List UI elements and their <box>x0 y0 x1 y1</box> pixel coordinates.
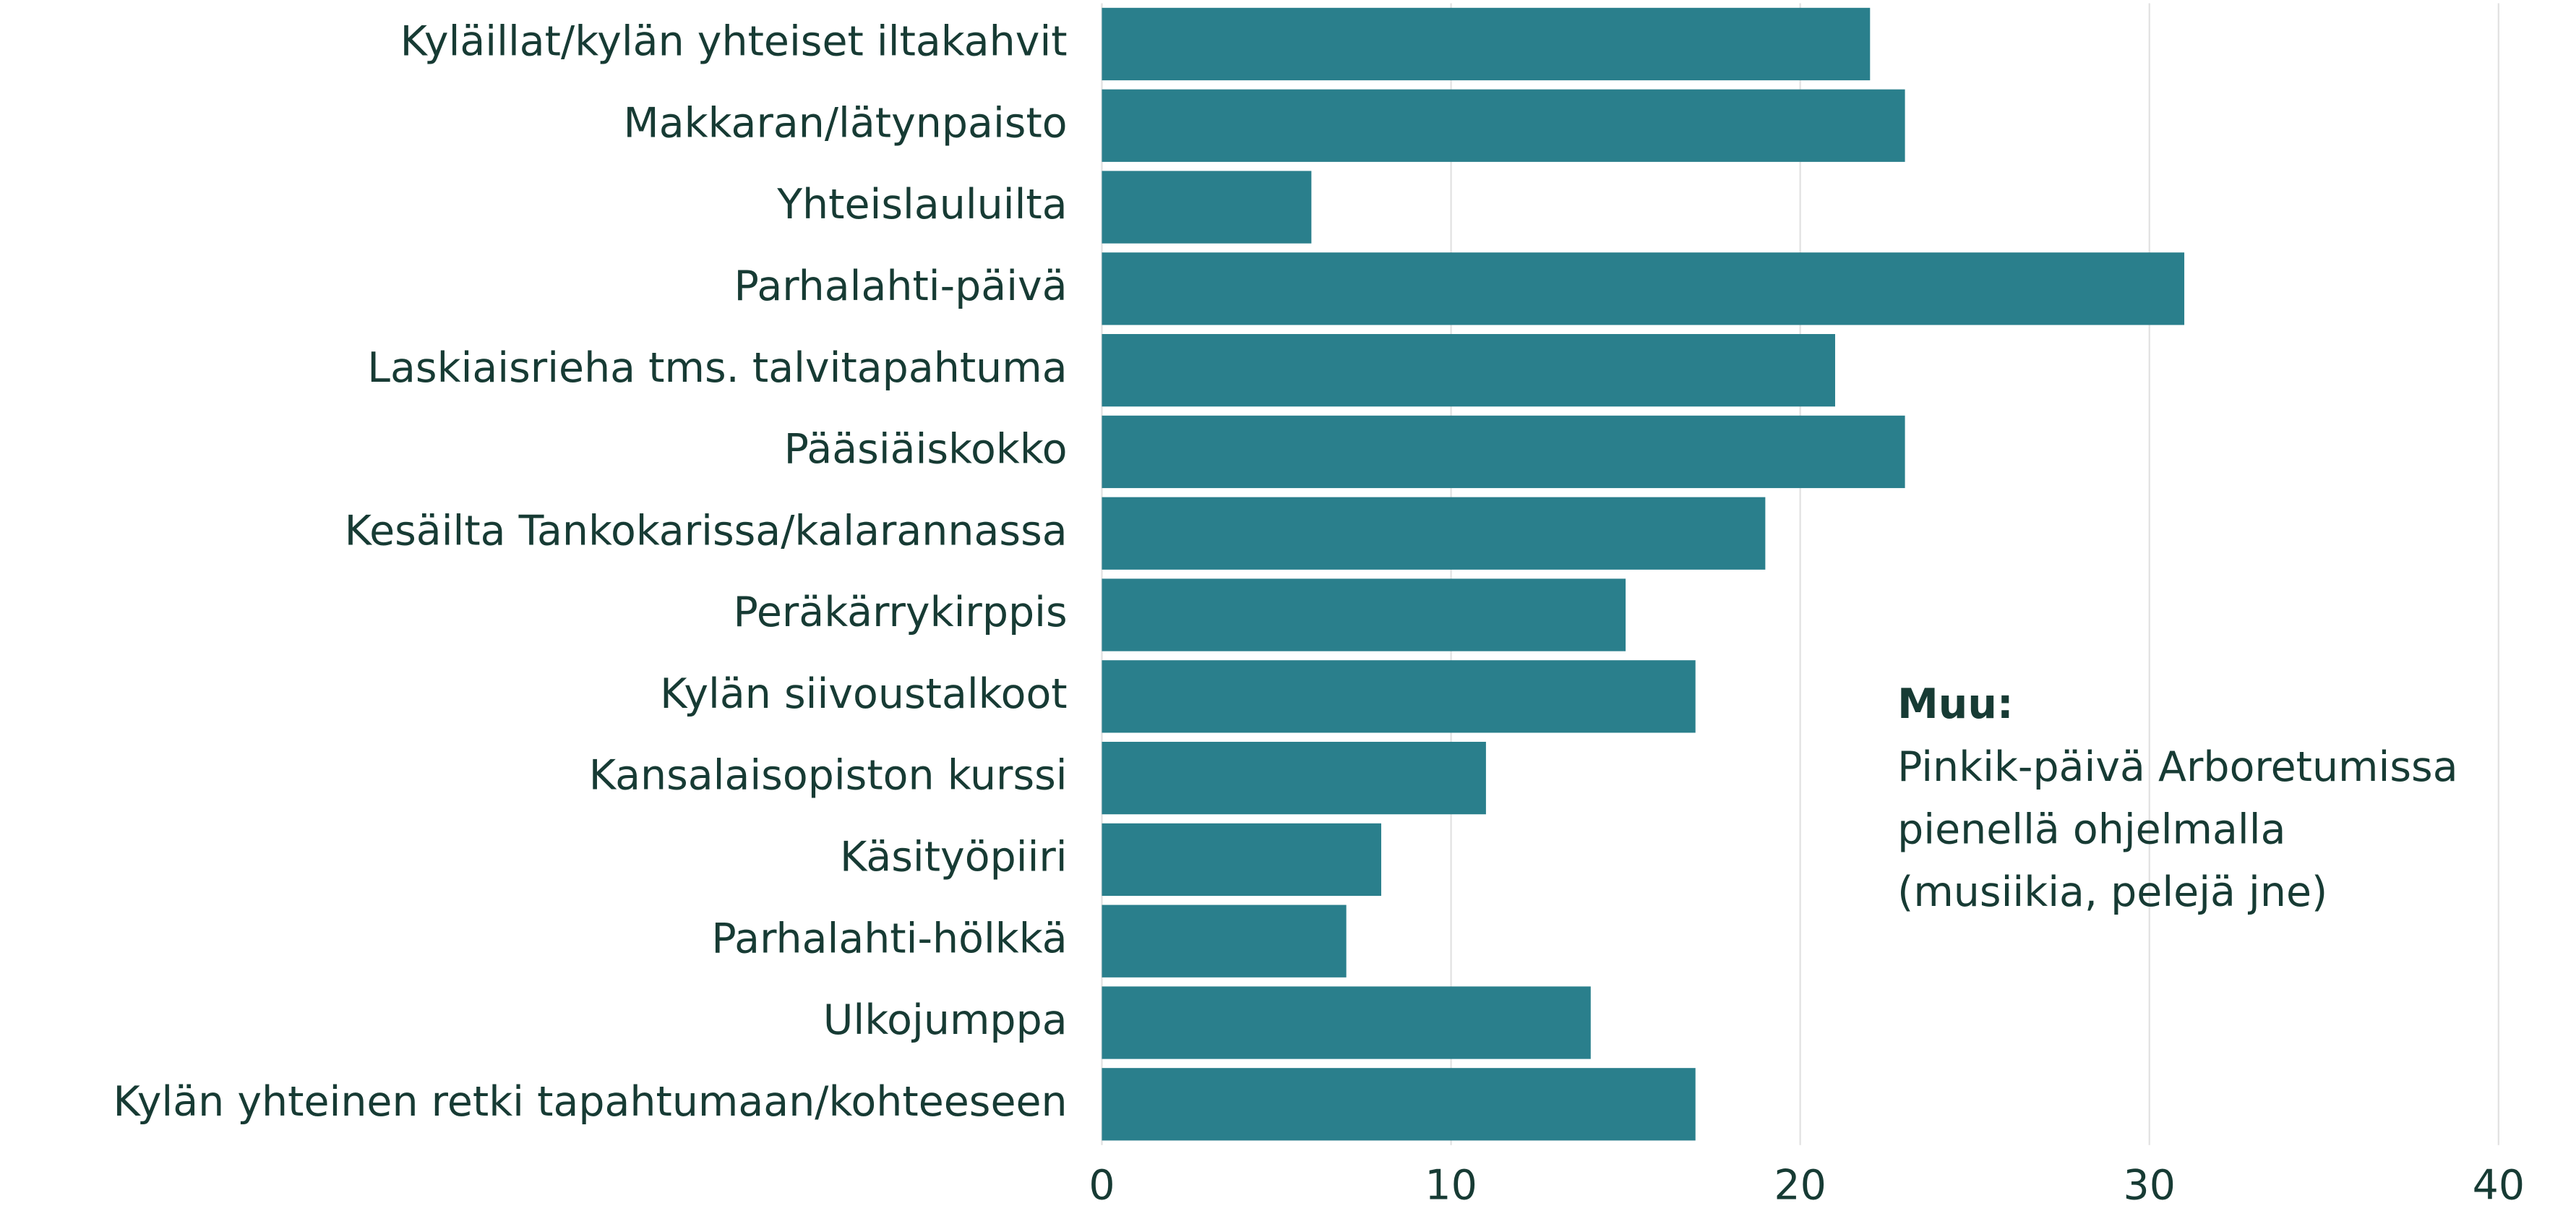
bar <box>1102 415 1905 489</box>
y-tick-label: Kesäilta Tankokarissa/kalarannassa <box>345 507 1068 555</box>
bar <box>1102 497 1766 570</box>
annotation-line: (musiikia, pelejä jne) <box>1897 868 2327 916</box>
y-tick-label: Laskiaisrieha tms. talvitapahtuma <box>367 344 1067 392</box>
bar <box>1102 660 1696 733</box>
bar <box>1102 334 1835 407</box>
bar <box>1102 986 1591 1059</box>
annotation-title: Muu: <box>1897 680 2014 728</box>
annotation-line: pienellä ohjelmalla <box>1897 805 2285 853</box>
bar <box>1102 171 1312 244</box>
x-tick-label: 20 <box>1774 1162 1826 1206</box>
y-tick-label: Makkaran/lätynpaisto <box>624 99 1068 147</box>
x-tick-label: 30 <box>2124 1162 2176 1206</box>
y-tick-label: Yhteislauluilta <box>776 181 1067 228</box>
x-tick-label: 40 <box>2473 1162 2525 1206</box>
y-tick-label: Pääsiäiskokko <box>784 426 1068 474</box>
y-tick-label: Kylän yhteinen retki tapahtumaan/kohtees… <box>113 1078 1068 1126</box>
y-tick-label: Peräkärrykirppis <box>734 589 1068 636</box>
annotation-line: Pinkik-päivä Arboretumissa <box>1897 743 2458 791</box>
bar <box>1102 578 1626 651</box>
x-tick-label: 10 <box>1425 1162 1477 1206</box>
y-tick-label: Parhalahti-päivä <box>734 262 1068 310</box>
bar <box>1102 823 1381 897</box>
bar <box>1102 7 1871 81</box>
bar <box>1102 741 1486 815</box>
x-tick-label: 0 <box>1089 1162 1115 1206</box>
y-tick-label: Kyläillat/kylän yhteiset iltakahvit <box>400 18 1068 66</box>
y-tick-label: Kansalaisopiston kurssi <box>589 752 1068 800</box>
y-tick-label: Käsityöpiiri <box>840 834 1068 881</box>
y-tick-label: Ulkojumppa <box>823 996 1068 1044</box>
bar <box>1102 252 2185 325</box>
y-tick-label: Parhalahti-hölkkä <box>711 915 1067 962</box>
bar <box>1102 89 1905 162</box>
bar <box>1102 904 1347 978</box>
bar <box>1102 1068 1696 1141</box>
y-tick-label: Kylän siivoustalkoot <box>660 670 1068 718</box>
